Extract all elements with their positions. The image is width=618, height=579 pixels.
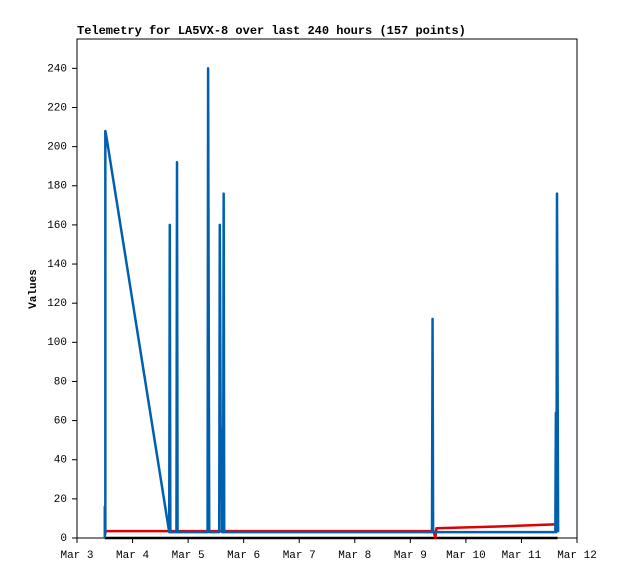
- y-tick-label: 0: [60, 533, 67, 545]
- y-tick-label: 120: [47, 298, 67, 310]
- x-tick-label: Mar 11: [502, 550, 542, 562]
- x-tick-label: Mar 12: [557, 550, 597, 562]
- x-tick-label: Mar 8: [338, 550, 371, 562]
- x-tick-label: Mar 10: [446, 550, 486, 562]
- x-tick-label: Mar 7: [283, 550, 316, 562]
- y-tick-label: 60: [54, 415, 67, 427]
- y-tick-label: 20: [54, 494, 67, 506]
- y-axis-label: Values: [28, 269, 40, 309]
- y-tick-label: 240: [47, 63, 67, 75]
- y-tick-label: 220: [47, 102, 67, 114]
- plot-frame: [76, 38, 578, 539]
- chart-title: Telemetry for LA5VX-8 over last 240 hour…: [77, 24, 466, 38]
- x-tick-label: Mar 5: [172, 550, 205, 562]
- y-tick-label: 40: [54, 455, 67, 467]
- x-tick-label: Mar 6: [227, 550, 260, 562]
- x-tick-label: Mar 3: [60, 550, 93, 562]
- x-tick-label: Mar 9: [394, 550, 427, 562]
- x-tick-label: Mar 4: [116, 550, 149, 562]
- y-tick-label: 200: [47, 142, 67, 154]
- y-tick-label: 160: [47, 220, 67, 232]
- series-line: [103, 67, 560, 538]
- y-tick-label: 100: [47, 337, 67, 349]
- y-tick-label: 180: [47, 181, 67, 193]
- y-tick-label: 140: [47, 259, 67, 271]
- y-tick-label: 80: [54, 376, 67, 388]
